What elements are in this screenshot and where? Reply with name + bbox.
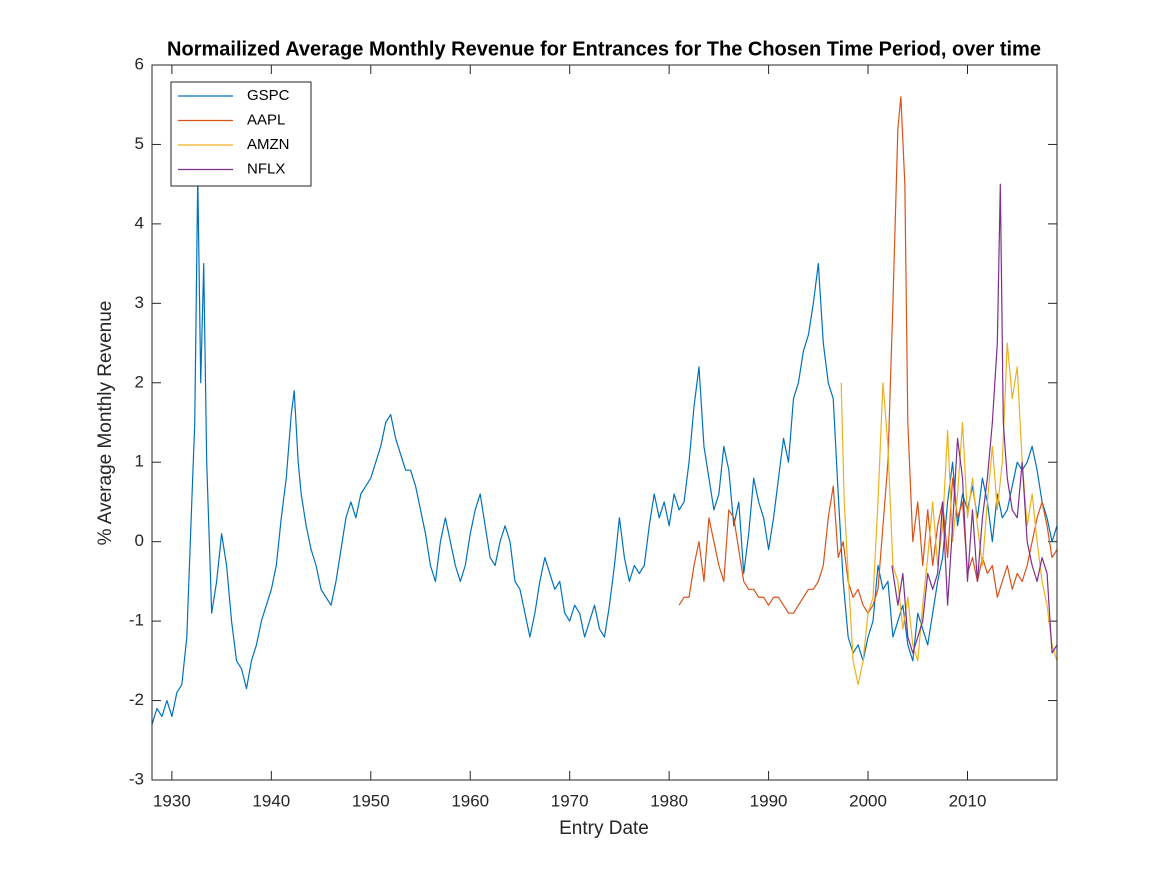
x-tick-label: 1980 (650, 791, 688, 810)
y-tick-label: -2 (129, 690, 144, 709)
y-tick-label: 0 (135, 531, 144, 550)
legend: GSPC AAPL AMZN NFLX (170, 81, 312, 187)
series-line (152, 175, 1057, 725)
series-line (891, 183, 1057, 654)
x-tick-label: 1930 (153, 791, 191, 810)
y-tick-label: -1 (129, 611, 144, 630)
y-tick-label: 1 (135, 452, 144, 471)
x-tick-label: 1970 (551, 791, 589, 810)
x-tick-label: 1940 (252, 791, 290, 810)
x-tick-label: 1950 (352, 791, 390, 810)
x-tick-label: 1960 (451, 791, 489, 810)
legend-label: AMZN (247, 136, 290, 153)
y-tick-label: -3 (129, 769, 144, 788)
y-tick-label: 3 (135, 293, 144, 312)
series-line (678, 96, 1057, 614)
y-axis-label: % Average Monthly Revenue (95, 301, 116, 546)
chart-title: Normailized Average Monthly Revenue for … (167, 38, 1041, 60)
x-tick-label: 1990 (750, 791, 788, 810)
series-line (840, 342, 1057, 686)
legend-label: NFLX (247, 160, 285, 177)
axes-box (151, 64, 1058, 781)
y-tick-label: 5 (135, 134, 144, 153)
x-tick-label: 2010 (949, 791, 987, 810)
legend-label: AAPL (247, 111, 285, 128)
x-axis-label: Entry Date (559, 818, 649, 839)
y-tick-label: 6 (135, 54, 144, 73)
y-tick-label: 4 (135, 213, 144, 232)
legend-box (170, 81, 312, 187)
legend-label: GSPC (247, 87, 290, 104)
x-tick-label: 2000 (849, 791, 887, 810)
y-tick-label: 2 (135, 372, 144, 391)
